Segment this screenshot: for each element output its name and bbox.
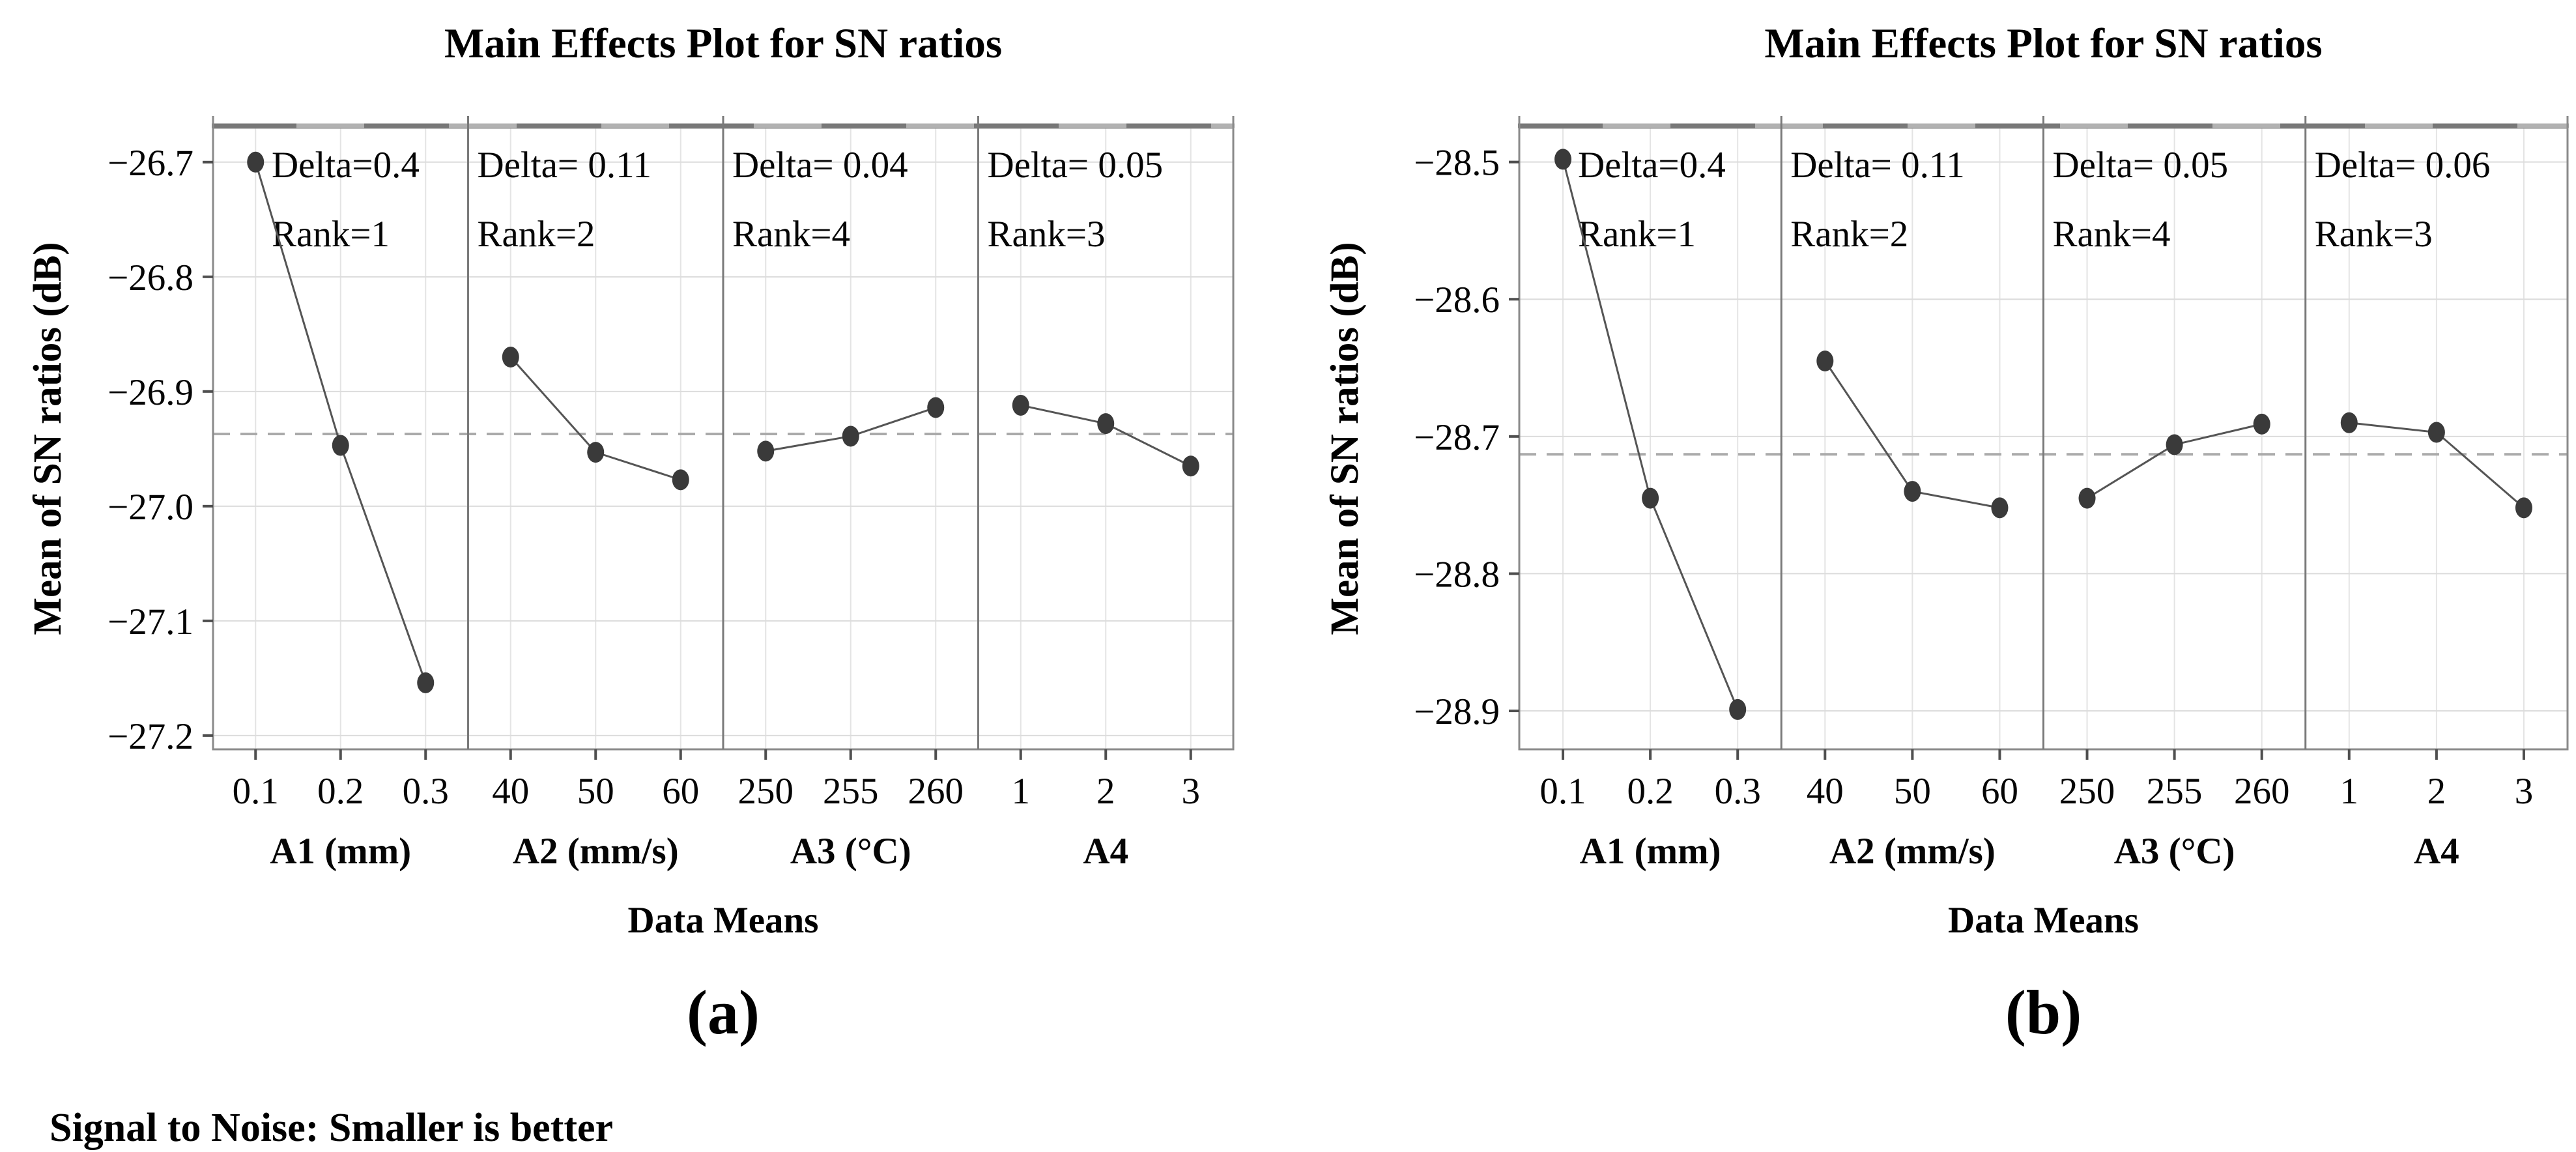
data-point	[332, 435, 349, 456]
data-point	[2078, 487, 2096, 509]
panel-factor-label: A3 (°C)	[790, 831, 911, 872]
panel-factor-label: A2 (mm/s)	[513, 831, 679, 872]
panel-rank-label: Rank=1	[272, 214, 390, 255]
x-tick-label: 40	[1807, 771, 1844, 812]
x-tick-label: 250	[2059, 771, 2115, 812]
y-tick-label: −26.8	[107, 257, 193, 298]
chart-a: Main Effects Plot for SN ratios Mean of …	[26, 20, 1235, 1047]
chart-b: Main Effects Plot for SN ratios Mean of …	[1288, 0, 2576, 1152]
data-point	[1991, 497, 2009, 519]
data-point	[417, 672, 435, 693]
subfigure-caption-a: (a)	[687, 977, 760, 1047]
y-tick-label: −28.5	[1414, 143, 1500, 184]
x-tick-label: 2	[1096, 771, 1115, 812]
panel-factor-label: A4	[1083, 831, 1128, 872]
plot-area-a: −26.7 −26.8 −26.9 −27.0 −27.1 −27.2 0.1 0.2 0.3 A…	[107, 116, 1235, 872]
x-tick-label: 0.2	[1627, 771, 1674, 812]
y-tick-label: −27.0	[107, 487, 193, 528]
data-point	[2340, 412, 2358, 433]
panel-delta-label: Delta= 0.05	[988, 145, 1164, 186]
y-tick-label: −27.2	[107, 716, 193, 757]
panel-rank-label: Rank=4	[732, 214, 850, 255]
chart-title: Main Effects Plot for SN ratios	[444, 20, 1003, 67]
data-point	[842, 425, 859, 447]
data-point	[672, 469, 689, 491]
x-tick-label: 0.1	[233, 771, 279, 812]
x-tick-label: 0.3	[403, 771, 449, 812]
x-tick-label: 1	[1012, 771, 1031, 812]
panel-rank-label: Rank=1	[1578, 214, 1696, 255]
y-tick-label: −28.8	[1414, 554, 1500, 595]
data-point	[2427, 422, 2445, 443]
panel-factor-label: A2 (mm/s)	[1829, 831, 1996, 872]
x-tick-label: 50	[1894, 771, 1931, 812]
x-axis-subtitle: Data Means	[1948, 900, 2139, 941]
panel-factor-label: A3 (°C)	[2114, 831, 2235, 872]
plot-area-b: −28.5 −28.6 −28.7 −28.8 −28.9 0.1 0.2 0.3 A1 (mm…	[1414, 116, 2569, 872]
data-point	[1554, 149, 1572, 170]
x-axis-subtitle: Data Means	[627, 900, 819, 941]
x-tick-label: 260	[908, 771, 964, 812]
data-point	[1182, 455, 1199, 477]
data-point	[2253, 413, 2270, 435]
y-tick-label: −26.7	[107, 143, 193, 184]
x-tick-label: 1	[2340, 771, 2359, 812]
y-tick-label: −26.9	[107, 372, 193, 413]
data-point	[1012, 394, 1029, 416]
data-point	[1904, 481, 1921, 502]
y-tick-label: −27.1	[107, 601, 193, 642]
x-tick-label: 3	[1182, 771, 1201, 812]
chart-title: Main Effects Plot for SN ratios	[1764, 20, 2323, 67]
panel-delta-label: Delta=0.4	[1578, 145, 1726, 186]
y-tick-label: −28.7	[1414, 417, 1500, 458]
x-tick-label: 260	[2234, 771, 2290, 812]
data-point	[1729, 698, 1747, 720]
x-tick-label: 0.3	[1715, 771, 1761, 812]
panel-rank-label: Rank=2	[478, 214, 595, 255]
panel-delta-label: Delta= 0.11	[478, 145, 651, 186]
panel-delta-label: Delta= 0.05	[2053, 145, 2229, 186]
subfigure-caption-b: (b)	[2005, 977, 2082, 1047]
x-tick-label: 0.2	[317, 771, 364, 812]
panel-factor-label: A1 (mm)	[1580, 831, 1721, 872]
data-point	[757, 440, 775, 462]
data-point	[927, 397, 945, 418]
x-tick-label: 0.1	[1539, 771, 1586, 812]
x-tick-label: 3	[2515, 771, 2534, 812]
data-point	[247, 151, 265, 173]
data-point	[2166, 434, 2183, 455]
data-point	[1816, 351, 1834, 372]
data-point	[502, 347, 519, 368]
panel-delta-label: Delta=0.4	[272, 145, 420, 186]
panel-rank-label: Rank=3	[988, 214, 1106, 255]
panel-delta-label: Delta= 0.04	[732, 145, 908, 186]
data-point	[1097, 413, 1115, 435]
x-tick-label: 2	[2427, 771, 2446, 812]
panel-delta-label: Delta= 0.06	[2315, 145, 2491, 186]
x-tick-label: 255	[823, 771, 879, 812]
x-tick-label: 40	[492, 771, 529, 812]
footer-note: Signal to Noise: Smaller is better	[50, 1106, 614, 1150]
x-tick-label: 60	[1981, 771, 2018, 812]
x-tick-label: 60	[662, 771, 699, 812]
panel-rank-label: Rank=4	[2053, 214, 2171, 255]
panel-factor-label: A4	[2414, 831, 2459, 872]
panel-factor-label: A1 (mm)	[270, 831, 411, 872]
panel-rank-label: Rank=2	[1790, 214, 1908, 255]
x-tick-label: 250	[738, 771, 794, 812]
data-point	[2515, 497, 2532, 519]
data-point	[587, 442, 605, 463]
panel-rank-label: Rank=3	[2315, 214, 2433, 255]
data-point	[1642, 487, 1659, 509]
y-tick-label: −28.9	[1414, 691, 1500, 732]
x-tick-label: 255	[2147, 771, 2203, 812]
y-tick-label: −28.6	[1414, 280, 1500, 321]
panel-delta-label: Delta= 0.11	[1790, 145, 1964, 186]
x-tick-label: 50	[577, 771, 614, 812]
